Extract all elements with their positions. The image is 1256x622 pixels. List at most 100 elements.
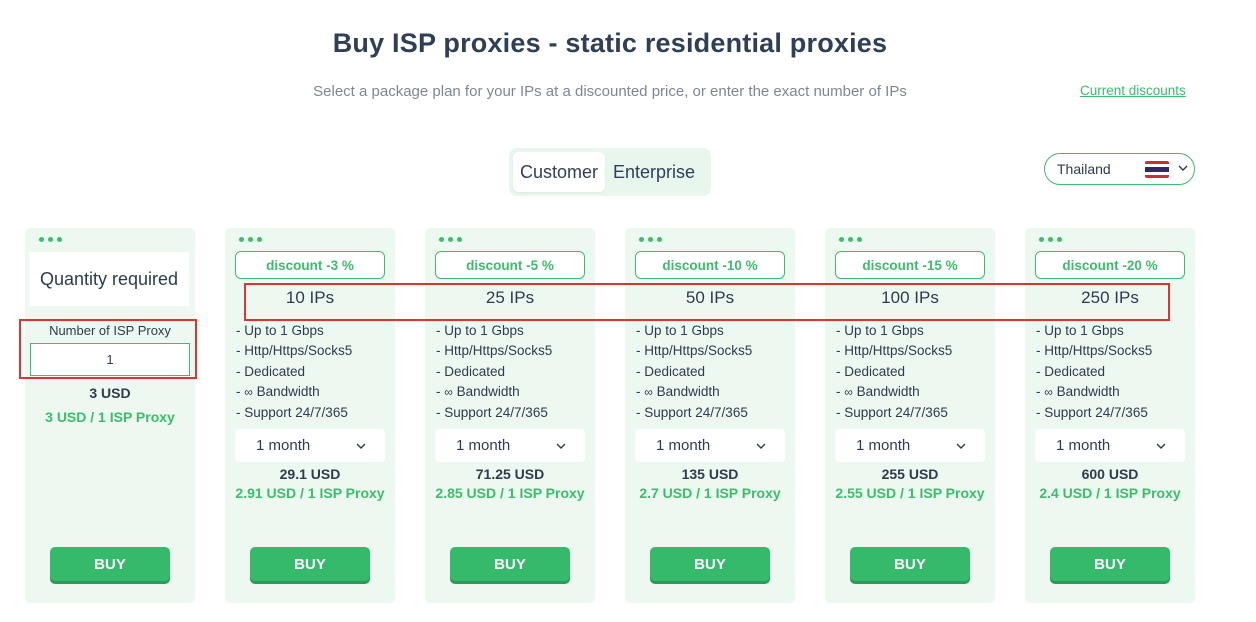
discount-badge: discount -15 % — [835, 251, 985, 279]
period-select[interactable]: 1 month — [1035, 429, 1185, 462]
feature-protocols: - Http/Https/Socks5 — [1036, 343, 1153, 359]
plan-total-price: 135 USD — [681, 466, 739, 482]
plan-card: discount -15 % 100 IPs - Up to 1 Gbps - … — [825, 228, 995, 603]
bandwidth-prefix: - — [436, 384, 445, 400]
period-select-value: 1 month — [256, 437, 311, 454]
period-select-value: 1 month — [1056, 437, 1111, 454]
buy-button[interactable]: BUY — [850, 547, 970, 581]
bandwidth-label: Bandwidth — [456, 384, 520, 400]
infinity-icon: ∞ — [244, 385, 253, 400]
feature-bandwidth: - ∞ Bandwidth — [1036, 382, 1152, 402]
chevron-down-icon — [1178, 165, 1188, 171]
plan-features: - Up to 1 Gbps - Http/Https/Socks5 - Ded… — [636, 321, 752, 423]
infinity-icon: ∞ — [1044, 385, 1053, 400]
plan-features: - Up to 1 Gbps - Http/Https/Socks5 - Ded… — [436, 321, 552, 423]
feature-speed: - Up to 1 Gbps — [436, 323, 524, 338]
dots-icon — [1039, 237, 1062, 242]
discount-badge: discount -3 % — [235, 251, 385, 279]
plan-total-price: 255 USD — [881, 466, 939, 482]
bandwidth-label: Bandwidth — [856, 384, 920, 400]
feature-bandwidth: - ∞ Bandwidth — [236, 382, 352, 402]
discount-badge: discount -10 % — [635, 251, 785, 279]
buy-button[interactable]: BUY — [1050, 547, 1170, 581]
plan-ip-count: 50 IPs — [685, 288, 735, 307]
feature-speed: - Up to 1 Gbps — [636, 323, 724, 338]
feature-support: - Support 24/7/365 — [436, 404, 548, 420]
infinity-icon: ∞ — [844, 385, 853, 400]
feature-speed: - Up to 1 Gbps — [1036, 323, 1124, 338]
dots-icon — [39, 237, 62, 242]
plan-ip-count: 250 IPs — [1081, 288, 1139, 307]
plan-ip-count: 100 IPs — [881, 288, 939, 307]
customer-type-toggle: Customer Enterprise — [509, 148, 711, 196]
bandwidth-prefix: - — [1036, 384, 1045, 400]
feature-bandwidth: - ∞ Bandwidth — [836, 382, 952, 402]
feature-protocols: - Http/Https/Socks5 — [436, 343, 553, 359]
feature-protocols: - Http/Https/Socks5 — [636, 343, 753, 359]
custom-unit-price: 3 USD / 1 ISP Proxy — [45, 409, 175, 425]
feature-dedicated: - Dedicated — [836, 363, 906, 379]
buy-button[interactable]: BUY — [250, 547, 370, 581]
plan-card: discount -10 % 50 IPs - Up to 1 Gbps - H… — [625, 228, 795, 603]
plan-total-price: 29.1 USD — [279, 466, 341, 482]
quantity-input-label: Number of ISP Proxy — [49, 323, 171, 338]
period-select-value: 1 month — [856, 437, 911, 454]
country-select-value: Thailand — [1057, 161, 1111, 177]
plan-features: - Up to 1 Gbps - Http/Https/Socks5 - Ded… — [236, 321, 352, 423]
plan-card: discount -5 % 25 IPs - Up to 1 Gbps - Ht… — [425, 228, 595, 603]
feature-dedicated: - Dedicated — [436, 363, 506, 379]
dots-icon — [439, 237, 462, 242]
buy-button[interactable]: BUY — [450, 547, 570, 581]
discount-badge: discount -5 % — [435, 251, 585, 279]
discount-badge: discount -20 % — [1035, 251, 1185, 279]
toggle-enterprise[interactable]: Enterprise — [612, 161, 696, 182]
feature-dedicated: - Dedicated — [236, 363, 306, 379]
infinity-icon: ∞ — [644, 385, 653, 400]
plan-total-price: 600 USD — [1081, 466, 1139, 482]
bandwidth-label: Bandwidth — [656, 384, 720, 400]
period-select[interactable]: 1 month — [635, 429, 785, 462]
period-select[interactable]: 1 month — [235, 429, 385, 462]
toggle-customer[interactable]: Customer — [513, 152, 605, 192]
chevron-down-icon — [1156, 443, 1166, 449]
dots-icon — [839, 237, 862, 242]
plan-ip-count: 10 IPs — [285, 288, 335, 307]
bandwidth-prefix: - — [836, 384, 845, 400]
plan-features: - Up to 1 Gbps - Http/Https/Socks5 - Ded… — [1036, 321, 1152, 423]
plan-card: discount -20 % 250 IPs - Up to 1 Gbps - … — [1025, 228, 1195, 603]
period-select[interactable]: 1 month — [435, 429, 585, 462]
custom-quantity-card: Quantity required Number of ISP Proxy 3 … — [25, 228, 195, 603]
feature-support: - Support 24/7/365 — [1036, 404, 1148, 420]
feature-speed: - Up to 1 Gbps — [836, 323, 924, 338]
plan-card: discount -3 % 10 IPs - Up to 1 Gbps - Ht… — [225, 228, 395, 603]
quantity-heading: Quantity required — [29, 252, 189, 306]
thailand-flag-icon — [1145, 161, 1169, 178]
buy-button[interactable]: BUY — [50, 547, 170, 581]
buy-button[interactable]: BUY — [650, 547, 770, 581]
plan-unit-price: 2.55 USD / 1 ISP Proxy — [835, 485, 985, 501]
period-select-value: 1 month — [656, 437, 711, 454]
feature-support: - Support 24/7/365 — [636, 404, 748, 420]
period-select[interactable]: 1 month — [835, 429, 985, 462]
plan-unit-price: 2.7 USD / 1 ISP Proxy — [639, 485, 781, 501]
country-select[interactable]: Thailand — [1044, 153, 1195, 185]
chevron-down-icon — [956, 443, 966, 449]
page-title: Buy ISP proxies - static residential pro… — [332, 28, 888, 58]
feature-bandwidth: - ∞ Bandwidth — [436, 382, 552, 402]
feature-protocols: - Http/Https/Socks5 — [836, 343, 953, 359]
page-subtitle: Select a package plan for your IPs at a … — [313, 83, 907, 100]
current-discounts-link[interactable]: Current discounts — [1080, 83, 1186, 98]
dots-icon — [239, 237, 262, 242]
bandwidth-prefix: - — [236, 384, 245, 400]
feature-dedicated: - Dedicated — [1036, 363, 1106, 379]
plan-unit-price: 2.4 USD / 1 ISP Proxy — [1039, 485, 1181, 501]
dots-icon — [639, 237, 662, 242]
chevron-down-icon — [556, 443, 566, 449]
quantity-input[interactable] — [30, 343, 190, 376]
feature-support: - Support 24/7/365 — [836, 404, 948, 420]
feature-protocols: - Http/Https/Socks5 — [236, 343, 353, 359]
plan-features: - Up to 1 Gbps - Http/Https/Socks5 - Ded… — [836, 321, 952, 423]
custom-total-price: 3 USD — [89, 385, 131, 401]
period-select-value: 1 month — [456, 437, 511, 454]
plan-unit-price: 2.85 USD / 1 ISP Proxy — [435, 485, 585, 501]
